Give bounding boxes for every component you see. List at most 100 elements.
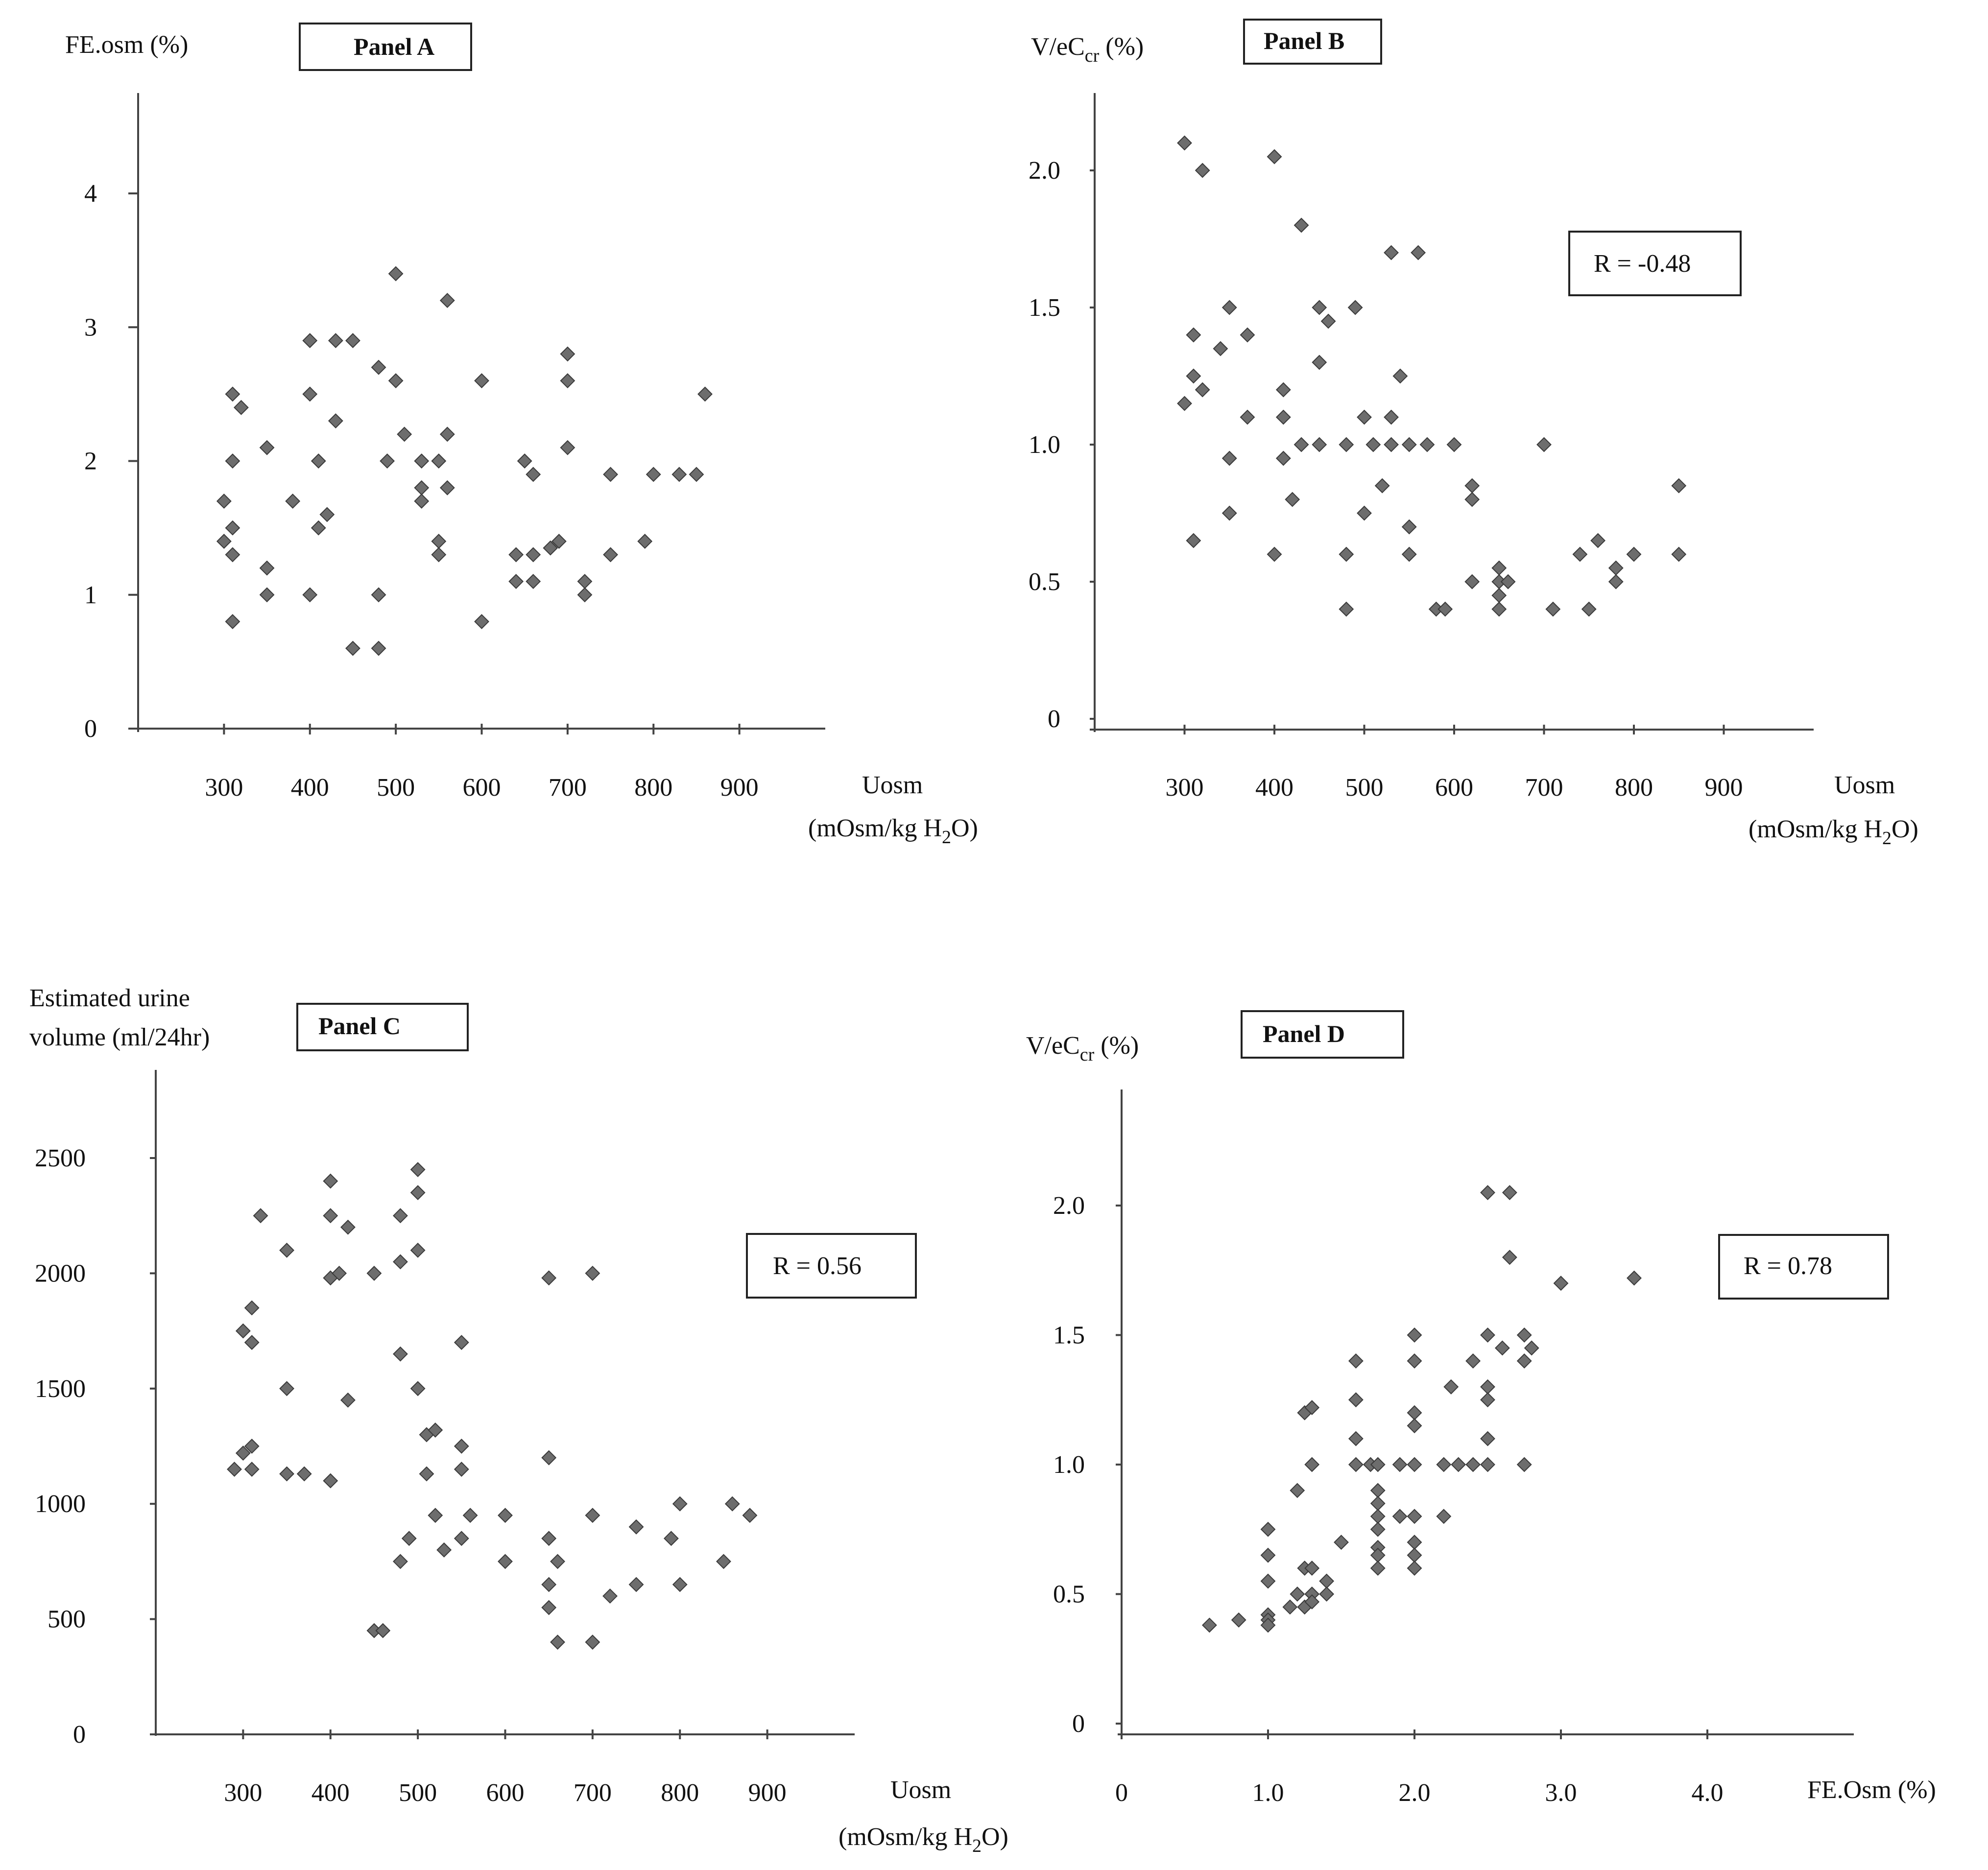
panel-b-data-point bbox=[1491, 588, 1507, 603]
panel-b-data-point bbox=[1222, 300, 1237, 315]
panel-a-data-point bbox=[216, 534, 232, 549]
panel-d-data-point bbox=[1407, 1509, 1422, 1524]
panel-c-data-point bbox=[498, 1508, 513, 1523]
panel-a-data-point bbox=[328, 413, 343, 428]
panel-d: Panel D V/eCcr (%) R = 0.78 0 1.0 2.0 3.0 4.… bbox=[1026, 1010, 1936, 1807]
panel-c-data-point bbox=[462, 1508, 478, 1523]
panel-a-data-point bbox=[302, 386, 318, 402]
panel-a-data-point bbox=[439, 480, 455, 496]
panel-c-data-point bbox=[550, 1634, 565, 1650]
panel-d-data-point bbox=[1407, 1405, 1422, 1420]
panel-a-data-point bbox=[285, 494, 301, 509]
panel-d-x-tick-label: 4.0 bbox=[1692, 1779, 1724, 1807]
panel-b-data-point bbox=[1572, 546, 1588, 562]
panel-b-data-point bbox=[1536, 437, 1552, 452]
panel-d-r-box bbox=[1718, 1234, 1889, 1300]
panel-d-data-point bbox=[1516, 1457, 1532, 1472]
panel-a-data-point bbox=[380, 453, 395, 469]
panel-c-data-point bbox=[410, 1242, 426, 1258]
panel-c-data-point bbox=[235, 1445, 251, 1461]
panel-d-data-point bbox=[1553, 1276, 1569, 1291]
panel-b-ticks: 300 400 500 600 700 800 900 0 0.5 1.0 1.5 2.0 bbox=[1029, 157, 1743, 802]
panel-d-data-point bbox=[1348, 1431, 1364, 1446]
panel-d-data-point bbox=[1494, 1340, 1510, 1356]
panel-d-x-tick-label: 1.0 bbox=[1252, 1779, 1284, 1807]
panel-a-x-tick-label: 500 bbox=[377, 774, 415, 802]
panel-a-data-point bbox=[646, 467, 661, 482]
panel-d-data-point bbox=[1334, 1535, 1349, 1550]
panel-c-data-point bbox=[244, 1300, 260, 1316]
panel-a-data-point bbox=[259, 587, 275, 603]
panel-c-data-point bbox=[541, 1270, 557, 1286]
panel-a-points bbox=[216, 266, 713, 656]
panel-a-data-point bbox=[414, 480, 430, 496]
panel-a-x-tick-label: 300 bbox=[205, 774, 243, 802]
panel-b-points bbox=[1177, 135, 1687, 617]
panel-b-data-point bbox=[1401, 437, 1417, 452]
panel-b-data-point bbox=[1312, 355, 1327, 370]
panel-c-data-point bbox=[375, 1623, 391, 1638]
panel-b-data-point bbox=[1464, 574, 1480, 590]
panel-c-x-tick-label: 400 bbox=[311, 1779, 350, 1807]
panel-d-y-tick-label: 1.5 bbox=[1053, 1322, 1085, 1349]
panel-b-y-tick-label: 0.5 bbox=[1029, 568, 1060, 596]
panel-c-data-point bbox=[585, 1508, 600, 1523]
panel-d-data-point bbox=[1480, 1457, 1495, 1472]
panel-a-data-point bbox=[371, 640, 386, 656]
panel-c-data-point bbox=[393, 1254, 408, 1270]
panel-b-data-point bbox=[1357, 409, 1372, 425]
panel-c-y-tick-label: 1000 bbox=[35, 1490, 86, 1518]
panel-a-data-point bbox=[526, 574, 541, 589]
panel-a-y-axis-title: FE.osm (%) bbox=[65, 31, 188, 59]
panel-d-data-point bbox=[1480, 1327, 1495, 1343]
panel-b-data-point bbox=[1374, 478, 1390, 494]
panel-a-data-point bbox=[517, 453, 532, 469]
panel-a-data-point bbox=[259, 560, 275, 576]
panel-a-data-point bbox=[637, 534, 653, 549]
panel-c-data-point bbox=[585, 1265, 600, 1281]
panel-a-data-point bbox=[225, 614, 240, 629]
panel-b-data-point bbox=[1240, 327, 1255, 343]
panel-d-data-point bbox=[1392, 1509, 1408, 1524]
panel-b-data-point bbox=[1581, 601, 1597, 617]
panel-b-data-point bbox=[1177, 135, 1192, 151]
panel-d-data-point bbox=[1370, 1457, 1386, 1472]
panel-b-data-point bbox=[1365, 437, 1381, 452]
panel-b-data-point bbox=[1275, 450, 1291, 466]
panel-c-x-tick-label: 600 bbox=[486, 1779, 525, 1807]
panel-b-x-tick-label: 500 bbox=[1345, 774, 1384, 802]
panel-d-data-point bbox=[1627, 1270, 1642, 1286]
panel-c-data-point bbox=[454, 1335, 469, 1350]
panel-d-y-tick-label: 0.5 bbox=[1053, 1581, 1085, 1609]
panel-a-data-point bbox=[474, 614, 489, 629]
panel-b-x-tick-label: 400 bbox=[1255, 774, 1293, 802]
panel-c-data-point bbox=[602, 1588, 618, 1604]
panel-a-data-point bbox=[216, 494, 232, 509]
panel-c-data-point bbox=[366, 1265, 382, 1281]
panel-c-data-point bbox=[410, 1162, 426, 1177]
panel-c-title-box bbox=[296, 1003, 469, 1051]
panel-d-data-point bbox=[1370, 1509, 1386, 1524]
panel-a-data-point bbox=[439, 426, 455, 442]
panel-d-data-point bbox=[1407, 1327, 1422, 1343]
panel-a-data-point bbox=[397, 426, 412, 442]
panel-c-r-value: R = 0.56 bbox=[773, 1252, 862, 1280]
panel-b-x-tick-label: 800 bbox=[1615, 774, 1653, 802]
panel-a-data-point bbox=[577, 587, 593, 603]
panel-c-data-point bbox=[393, 1554, 408, 1569]
panel-a-data-point bbox=[474, 373, 489, 388]
panel-b-title-box bbox=[1243, 19, 1382, 65]
panel-c-y-axis-title-line2: volume (ml/24hr) bbox=[29, 1023, 210, 1051]
panel-c-y-tick-label: 2000 bbox=[35, 1259, 86, 1287]
panel-b-data-point bbox=[1293, 217, 1309, 233]
panel-a-data-point bbox=[671, 467, 687, 482]
panel-b-data-point bbox=[1419, 437, 1435, 452]
panel-d-x-tick-label: 3.0 bbox=[1545, 1779, 1577, 1807]
panel-a-data-point bbox=[414, 494, 430, 509]
panel-d-data-point bbox=[1348, 1457, 1364, 1472]
panel-c: Panel C Estimated urine volume (ml/24hr)… bbox=[29, 984, 1008, 1856]
panel-d-data-point bbox=[1260, 1617, 1276, 1633]
panel-a-data-point bbox=[388, 266, 404, 282]
panel-c-data-point bbox=[419, 1466, 434, 1482]
